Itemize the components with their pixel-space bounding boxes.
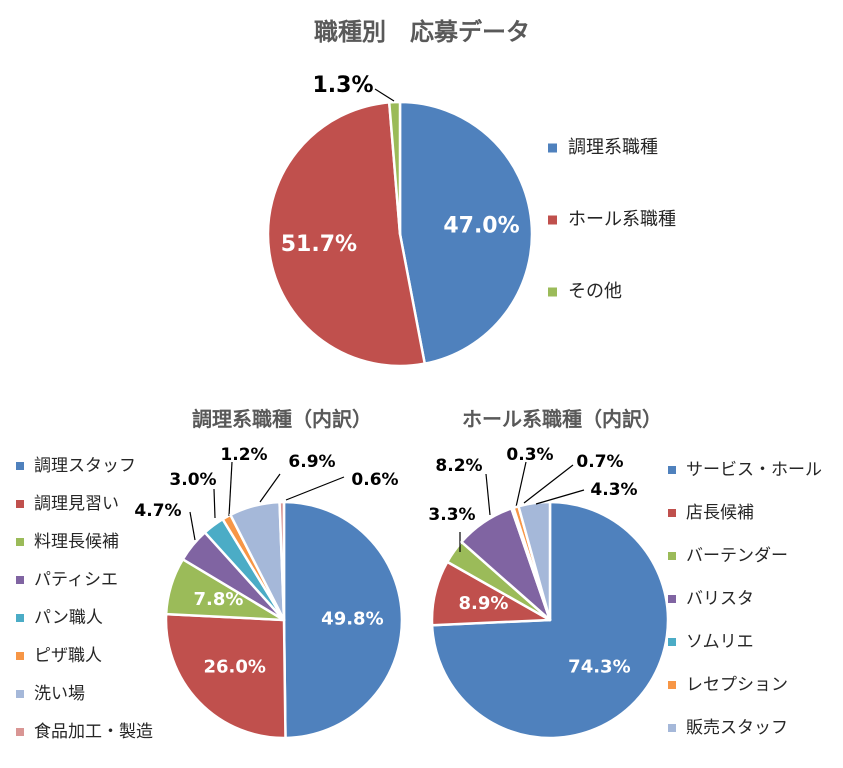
legend-1-swatch-5 (16, 652, 24, 660)
legend-2-swatch-3 (668, 595, 676, 603)
legend-2-label-3: バリスタ (686, 589, 754, 609)
legend-1-swatch-6 (16, 690, 24, 698)
legend-2-swatch-6 (668, 724, 676, 732)
pie-1-label-0: 49.8% (321, 609, 383, 630)
legend-1-swatch-3 (16, 576, 24, 584)
pie-2-leader-6 (535, 489, 585, 505)
pie-0-label-0: 47.0% (443, 213, 519, 238)
legend-1-label-3: パティシエ (34, 570, 118, 590)
pie-1-label-5: 1.2% (220, 445, 267, 465)
pie-0-label-2: 1.3% (312, 73, 373, 98)
pie-0-slice-1 (266, 101, 426, 368)
pie-2-label-1: 8.9% (459, 593, 509, 614)
legend-0-swatch-1 (548, 215, 557, 225)
legend-2-label-5: レセプション (686, 675, 788, 695)
legend-2-label-4: ソムリエ (686, 632, 754, 652)
legend-2-swatch-2 (668, 552, 676, 560)
legend-0-label-0: 調理系職種 (568, 137, 658, 158)
pie-0-slice-2 (387, 100, 402, 236)
legend-2-label-2: バーテンダー (686, 546, 788, 566)
pie-1-label-2: 7.8% (194, 589, 244, 610)
legend-1-label-0: 調理スタッフ (34, 456, 136, 476)
pie-1-leader-3 (189, 511, 196, 541)
pie-1-slice-7 (278, 500, 286, 622)
legend-1-swatch-7 (16, 728, 24, 736)
pie-2-label-6: 4.3% (590, 480, 637, 500)
pie-2-label-2: 3.3% (428, 505, 475, 525)
legend-2-swatch-1 (668, 509, 676, 517)
pie-0-slice-0 (398, 100, 534, 365)
pie-2-label-4: 0.3% (506, 445, 553, 465)
legend-1-label-4: パン職人 (34, 608, 103, 628)
pie-1-label-4: 3.0% (169, 470, 216, 490)
legend-2-label-6: 販売スタッフ (686, 718, 788, 738)
legend-0-label-2: その他 (568, 281, 622, 302)
legend-1-swatch-2 (16, 538, 24, 546)
pie-1-label-3: 4.7% (134, 501, 181, 521)
pie-1-leader-7 (285, 476, 345, 501)
pie-2-label-0: 74.3% (568, 656, 630, 677)
legend-2-swatch-0 (668, 466, 676, 474)
legend-1-label-5: ピザ職人 (34, 646, 102, 666)
legend-0-swatch-0 (548, 143, 557, 153)
pie-1-leader-6 (259, 473, 281, 503)
legend-2-swatch-5 (668, 681, 676, 689)
legend-1-label-7: 食品加工・製造 (34, 722, 153, 742)
pie-1-leader-4 (213, 488, 216, 519)
legend-2-label-1: 店長候補 (686, 503, 754, 523)
chart-title-hall: ホール系職種（内訳） (462, 407, 662, 431)
pie-1-label-7: 0.6% (351, 470, 398, 490)
legend-1-label-2: 料理長候補 (34, 532, 119, 552)
legend-1-swatch-1 (16, 500, 24, 508)
legend-2-swatch-4 (668, 638, 676, 646)
pie-0-label-1: 51.7% (281, 232, 357, 257)
chart-title-cooking: 調理系職種（内訳） (192, 407, 372, 431)
pie-2-leader-4 (515, 461, 527, 508)
pie-2-label-3: 8.2% (435, 456, 482, 476)
pie-2-label-5: 0.7% (576, 452, 623, 472)
pie-1-label-6: 6.9% (288, 452, 335, 472)
legend-1-label-6: 洗い場 (34, 684, 85, 704)
pie-1-label-1: 26.0% (203, 657, 265, 678)
chart-title-main: 職種別 応募データ (314, 18, 530, 46)
legend-0-label-1: ホール系職種 (568, 209, 676, 230)
pie-2-leader-5 (523, 464, 574, 504)
pie-0-leader-2 (374, 88, 395, 102)
legend-1-swatch-0 (16, 462, 24, 470)
pie-1-slice-0 (282, 500, 404, 740)
pie-2-leader-3 (485, 473, 491, 516)
pie-1-leader-5 (228, 461, 233, 517)
legend-1-label-1: 調理見習い (34, 494, 119, 514)
legend-2-label-0: サービス・ホール (686, 460, 822, 480)
legend-1-swatch-4 (16, 614, 24, 622)
legend-0-swatch-2 (548, 287, 557, 297)
pie-2-slice-6 (517, 500, 552, 622)
pie-1-slice-1 (164, 612, 287, 740)
